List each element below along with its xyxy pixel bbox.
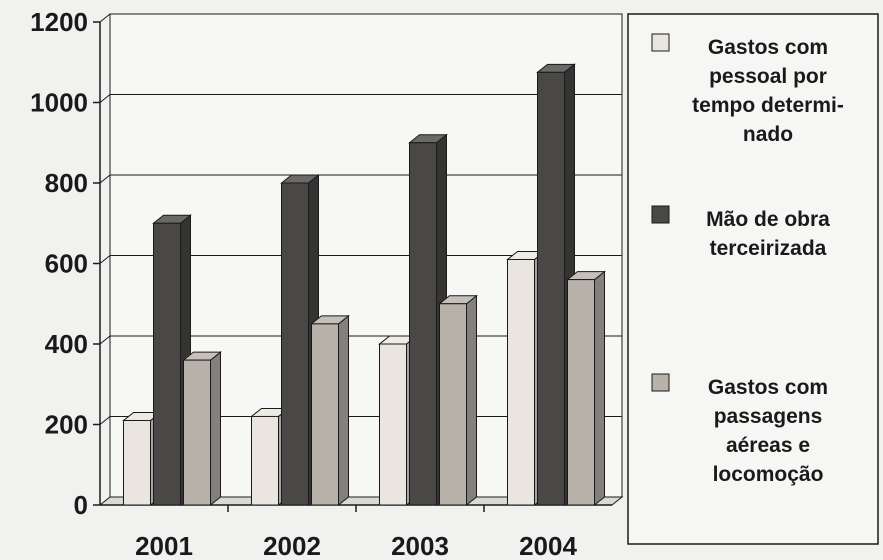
bar-front	[251, 415, 279, 506]
y-tick-label: 200	[45, 410, 88, 440]
y-tick-label: 600	[45, 249, 88, 279]
gridline-diag	[99, 174, 111, 184]
bar-front	[439, 303, 467, 506]
bar-side	[594, 270, 605, 507]
legend: Gastos com pessoal por tempo determi-nado M…	[627, 13, 879, 545]
legend-swatch	[651, 373, 670, 392]
bar	[182, 351, 222, 507]
y-tick-label: 400	[45, 329, 88, 359]
legend-label: Gastos com	[708, 36, 828, 59]
bar-front	[567, 279, 595, 506]
bars	[122, 63, 606, 507]
legend-swatch	[651, 33, 670, 52]
legend-label: locomoção	[713, 463, 824, 486]
legend-item: Gastos com passagens aéreas e locomoção	[651, 373, 828, 486]
bar-side	[338, 314, 349, 507]
legend-label: Mão de obra	[706, 208, 830, 231]
bar-front	[409, 142, 437, 506]
x-tick-label: 2003	[391, 531, 449, 560]
y-tick-label: 1000	[30, 88, 88, 118]
x-tick-label: 2004	[519, 531, 577, 560]
legend-swatch	[651, 205, 670, 224]
legend-item: Gastos com pessoal por tempo determi-nado	[651, 33, 844, 146]
legend-item: Mão de obra terceirizada	[651, 205, 830, 260]
bar	[566, 270, 606, 507]
bar-front	[507, 258, 535, 506]
gridline-diag	[99, 335, 111, 345]
legend-label: terceirizada	[710, 237, 827, 260]
bar-front	[311, 323, 339, 506]
y-tick-label: 0	[74, 490, 88, 520]
legend-label: Gastos com	[708, 376, 828, 399]
legend-label: passagens	[714, 405, 823, 428]
gridline-diag	[99, 255, 111, 264]
bar-side	[210, 351, 221, 507]
legend-label: pessoal por	[709, 65, 827, 88]
y-tick-label: 1200	[30, 7, 88, 37]
bar	[438, 294, 478, 507]
legend-label: tempo determi-	[692, 94, 844, 117]
bar-front	[123, 419, 151, 506]
legend-label: nado	[743, 123, 793, 146]
bar	[310, 314, 350, 507]
x-tick-label: 2002	[263, 531, 321, 560]
y-tick-label: 800	[45, 168, 88, 198]
bar-side	[466, 294, 477, 507]
legend-label: aéreas e	[726, 434, 810, 457]
axis-labels: 0 200 400 600 800 1000 1200 2001 2002 2003 2004	[30, 7, 577, 560]
bar-front	[537, 71, 565, 506]
bar-front	[183, 359, 211, 506]
bar-front	[281, 182, 309, 506]
legend-box	[627, 13, 879, 545]
gridline-diag	[99, 94, 111, 103]
x-tick-label: 2001	[135, 531, 193, 560]
bar-front	[153, 222, 181, 506]
gridline-diag	[99, 416, 111, 425]
bar-front	[379, 343, 407, 506]
axes	[93, 21, 624, 512]
gridline-diag	[99, 13, 111, 23]
